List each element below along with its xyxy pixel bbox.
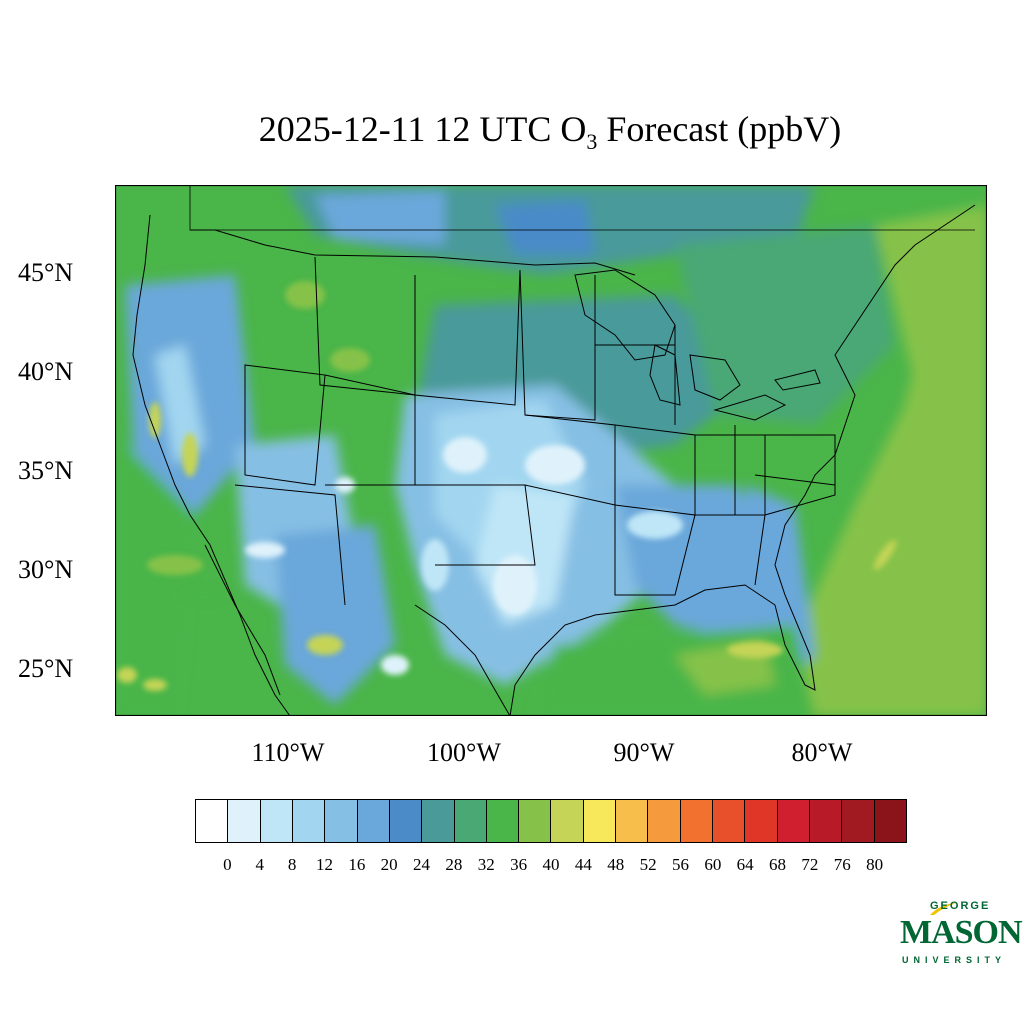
map-svg — [115, 185, 987, 716]
logo-top-text: GEORGE — [930, 900, 991, 912]
colorbar-segment — [389, 800, 423, 842]
title-subscript: 3 — [586, 129, 598, 155]
colorbar-segment — [325, 800, 358, 842]
lon-label-100w: 100°W — [427, 738, 501, 767]
baja-gulf-coast — [204, 544, 281, 696]
colorbar-segment — [583, 800, 617, 842]
colorbar-segment — [260, 800, 293, 842]
logo-main-text: MASON — [900, 914, 1023, 951]
colorbar-tick-label: 28 — [445, 855, 463, 874]
colorbar-segment — [292, 800, 326, 842]
colorbar-tick-label: 16 — [348, 855, 366, 874]
colorbar-tick-label: 32 — [477, 855, 495, 874]
colorbar-segment — [842, 800, 875, 842]
colorbar-tick-label: 0 — [223, 855, 232, 874]
title-suffix: Forecast (ppbV) — [597, 109, 842, 149]
state-lines-8 — [614, 424, 696, 516]
state-lines-6 — [415, 484, 536, 566]
gulf-atlantic-coastline — [509, 204, 976, 716]
logo-bottom-text: UNIVERSITY — [902, 955, 1007, 965]
ozone-field-detail — [117, 281, 897, 691]
colorbar-tick-label: 24 — [413, 855, 431, 874]
colorbar-tick-label: 60 — [704, 855, 722, 874]
state-lines-10 — [614, 505, 696, 596]
colorbar-segment — [486, 800, 520, 842]
state-lines-12 — [764, 434, 836, 516]
colorbar-segment — [551, 800, 584, 842]
colorbar-segment — [454, 800, 487, 842]
lat-label-45: 45°N — [18, 258, 74, 287]
colorbar-segment — [519, 800, 552, 842]
colorbar-tick-label: 48 — [607, 855, 625, 874]
colorbar-segment — [422, 800, 455, 842]
colorbar-segment — [680, 800, 713, 842]
colorbar-tick-label: 12 — [315, 855, 333, 874]
great-lakes-erie — [713, 394, 787, 421]
state-lines-5 — [324, 374, 416, 486]
state-lines-3 — [519, 269, 596, 421]
ozone-field — [115, 185, 987, 716]
colorbar-tick-label: 68 — [769, 855, 787, 874]
state-lines-13 — [595, 325, 736, 515]
state-lines-15 — [234, 484, 346, 606]
colorbar-tick-label: 72 — [801, 855, 819, 874]
colorbar-tick-label: 64 — [736, 855, 754, 874]
lat-label-30: 30°N — [18, 555, 74, 584]
colorbar-segment — [874, 800, 906, 842]
ozone-forecast-map — [115, 185, 987, 716]
state-lines-7 — [524, 414, 616, 506]
great-lakes-ontario — [774, 369, 821, 391]
logo-swoosh-icon — [930, 903, 956, 915]
lat-label-25: 25°N — [18, 654, 74, 683]
colorbar-segment — [809, 800, 843, 842]
great-lakes-huron — [689, 354, 741, 401]
state-lines-14 — [754, 474, 836, 486]
colorbar-tick-label: 52 — [639, 855, 657, 874]
colorbar-tick-label: 40 — [542, 855, 560, 874]
colorbar-tick-label: 36 — [510, 855, 528, 874]
colorbar-tick-label: 20 — [380, 855, 398, 874]
boundary-lines — [132, 185, 976, 716]
lat-label-40: 40°N — [18, 357, 74, 386]
state-lines-2 — [414, 269, 521, 406]
lon-label-90w: 90°W — [613, 738, 675, 767]
colorbar-segment — [713, 800, 746, 842]
map-frame — [115, 185, 987, 716]
map-title: 2025-12-11 12 UTC O3 Forecast (ppbV) — [0, 108, 1024, 155]
pacific-coastline — [132, 214, 291, 716]
colorbar-tick-label: 80 — [866, 855, 884, 874]
colorbar-segment — [648, 800, 681, 842]
great-lakes-michigan — [649, 344, 681, 406]
colorbar-segment — [745, 800, 778, 842]
colorbar-segment — [777, 800, 810, 842]
colorbar-tick-label: 44 — [574, 855, 592, 874]
colorbar-tick-label: 8 — [287, 855, 297, 874]
lat-label-35: 35°N — [18, 456, 74, 485]
colorbar-segment — [228, 800, 261, 842]
colorbar-segment — [357, 800, 390, 842]
lon-label-110w: 110°W — [251, 738, 325, 767]
colorbar-tick-label: 76 — [833, 855, 851, 874]
colorbar-tick-label: 4 — [255, 855, 264, 874]
colorbar-segment — [616, 800, 649, 842]
state-lines-4 — [244, 364, 326, 486]
title-prefix: 2025-12-11 12 UTC O — [258, 109, 587, 149]
colorbar-segment — [196, 800, 229, 842]
us-canada-border — [190, 229, 636, 276]
mexico-border-line — [414, 604, 511, 716]
lon-label-80w: 80°W — [791, 738, 853, 767]
colorbar-tick-label: 56 — [671, 855, 689, 874]
colorbar — [195, 799, 907, 843]
george-mason-logo: GEORGE MASON UNIVERSITY — [898, 900, 1023, 970]
